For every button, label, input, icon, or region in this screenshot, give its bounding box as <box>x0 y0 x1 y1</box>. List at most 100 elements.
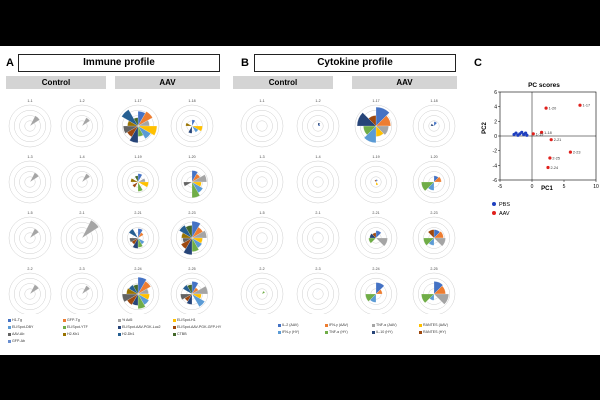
legend-swatch <box>325 330 328 334</box>
radar-petal <box>191 125 199 133</box>
legend-label: TNF-α (HY) <box>329 330 348 334</box>
radar-petal <box>180 237 193 250</box>
immune-control-label: Control <box>6 76 106 89</box>
x-tick-label: 5 <box>563 184 566 190</box>
x-axis-label: PC1 <box>541 186 553 192</box>
radar-petal <box>191 181 201 198</box>
radar-ring <box>412 272 456 314</box>
legend-entry: PBS <box>499 202 510 208</box>
radar-ring <box>71 227 93 249</box>
legend-label: RANTES (HY) <box>423 330 446 334</box>
point-aav <box>548 156 552 160</box>
radar-label: 2-2 <box>27 267 32 271</box>
radar-petal <box>123 125 139 134</box>
radar-ring <box>365 171 387 193</box>
point-label: 1-18 <box>544 131 552 135</box>
radar-ring <box>251 283 273 305</box>
radar-petal <box>137 277 147 295</box>
radar-petal <box>121 109 139 127</box>
radar-ring <box>418 166 450 198</box>
radar-petal <box>137 281 151 295</box>
immune-radar-1-18: 1-18 <box>170 99 214 148</box>
radar-petal <box>369 233 377 239</box>
legend-label: GFP-Tg <box>67 318 80 322</box>
cytokine-aav-label: AAV <box>352 76 457 89</box>
legend-item: RANTES (HY) <box>419 330 446 334</box>
cytokine-radar-2-23: 2-23 <box>412 211 456 260</box>
radar-petal <box>191 293 205 307</box>
radar-label: 1-18 <box>430 99 437 103</box>
radar-petal <box>356 112 377 127</box>
radar-ring <box>14 166 46 198</box>
radar-petal <box>191 230 207 239</box>
radar-petal <box>433 281 444 295</box>
radar-petal <box>191 221 201 239</box>
point-aav <box>540 130 544 134</box>
legend-swatch <box>8 332 11 336</box>
y-tick-label: -4 <box>493 163 498 169</box>
radar-petal <box>29 172 39 183</box>
figure-canvas: A B C Immune profile Cytokine profile Co… <box>0 46 600 355</box>
legend-swatch <box>419 330 422 334</box>
immune-radar-1-4: 1-4 <box>60 155 104 204</box>
radar-petal <box>137 181 149 188</box>
legend-swatch <box>372 330 375 334</box>
immune-radar-1-3: 1-3 <box>8 155 52 204</box>
radar-label: 2-3 <box>79 267 84 271</box>
radar-petal <box>29 228 39 239</box>
point-aav <box>549 138 553 142</box>
radar-ring <box>19 227 41 249</box>
legend-item: IL-2 (AAV) <box>278 323 299 327</box>
radar-petal <box>363 125 377 143</box>
radar-ring <box>122 166 154 198</box>
legend-label: IFN-γ (HY) <box>282 330 300 334</box>
radar-ring <box>176 110 208 142</box>
radar-ring <box>8 104 52 148</box>
radar-ring <box>170 216 214 260</box>
legend-item: TNF-α (HY) <box>325 330 348 334</box>
point-aav <box>546 165 550 170</box>
immune-radar-grid: 1-1 1-2 1-17 1-18 1-3 1-4 1-19 1-20 1-5 2-1 2-21 2-… <box>8 99 214 314</box>
radar-label: 1-5 <box>27 211 32 215</box>
panel-a-letter: A <box>6 57 14 69</box>
legend-swatch <box>8 339 11 343</box>
radar-petal <box>375 282 385 295</box>
radar-petal <box>375 125 389 136</box>
radar-label: 1-3 <box>27 155 32 159</box>
radar-ring <box>256 232 268 244</box>
radar-label: 2-3 <box>315 267 320 271</box>
legend-swatch <box>118 318 121 322</box>
radar-ring <box>24 232 36 244</box>
point-label: 1-20 <box>549 107 557 111</box>
radar-label: 1-2 <box>79 99 84 103</box>
radar-ring <box>360 278 392 310</box>
radar-ring <box>8 216 52 260</box>
radar-petal <box>137 293 146 309</box>
radar-ring <box>240 160 284 204</box>
radar-ring <box>354 104 398 148</box>
legend-label: H2-Db1 <box>122 332 135 336</box>
radar-ring <box>66 222 98 254</box>
radar-label: 2-1 <box>315 211 320 215</box>
radar-petal <box>433 293 449 305</box>
radar-ring <box>240 104 284 148</box>
radar-ring <box>360 222 392 254</box>
legend-swatch <box>173 318 176 322</box>
legend-item: ELISpot-H1 <box>173 318 196 322</box>
radar-ring <box>251 227 273 249</box>
radar-ring <box>428 120 440 132</box>
chart-title: PC scores <box>528 82 560 89</box>
immune-radar-1-5: 1-5 <box>8 211 52 260</box>
cytokine-radar-2-24: 2-24 <box>354 267 398 314</box>
radar-ring <box>76 232 88 244</box>
radar-label: 2-25 <box>430 267 437 271</box>
radar-ring <box>8 160 52 204</box>
radar-label: 2-21 <box>372 211 379 215</box>
radar-petal <box>421 181 435 192</box>
legend-item: H1-Tg <box>8 318 22 322</box>
immune-radar-2-23: 2-23 <box>170 211 214 260</box>
legend-item: AAV-Ab <box>8 332 24 336</box>
radar-ring <box>66 166 98 198</box>
radar-petal <box>122 293 139 303</box>
immune-profile-title: Immune profile <box>18 54 220 72</box>
